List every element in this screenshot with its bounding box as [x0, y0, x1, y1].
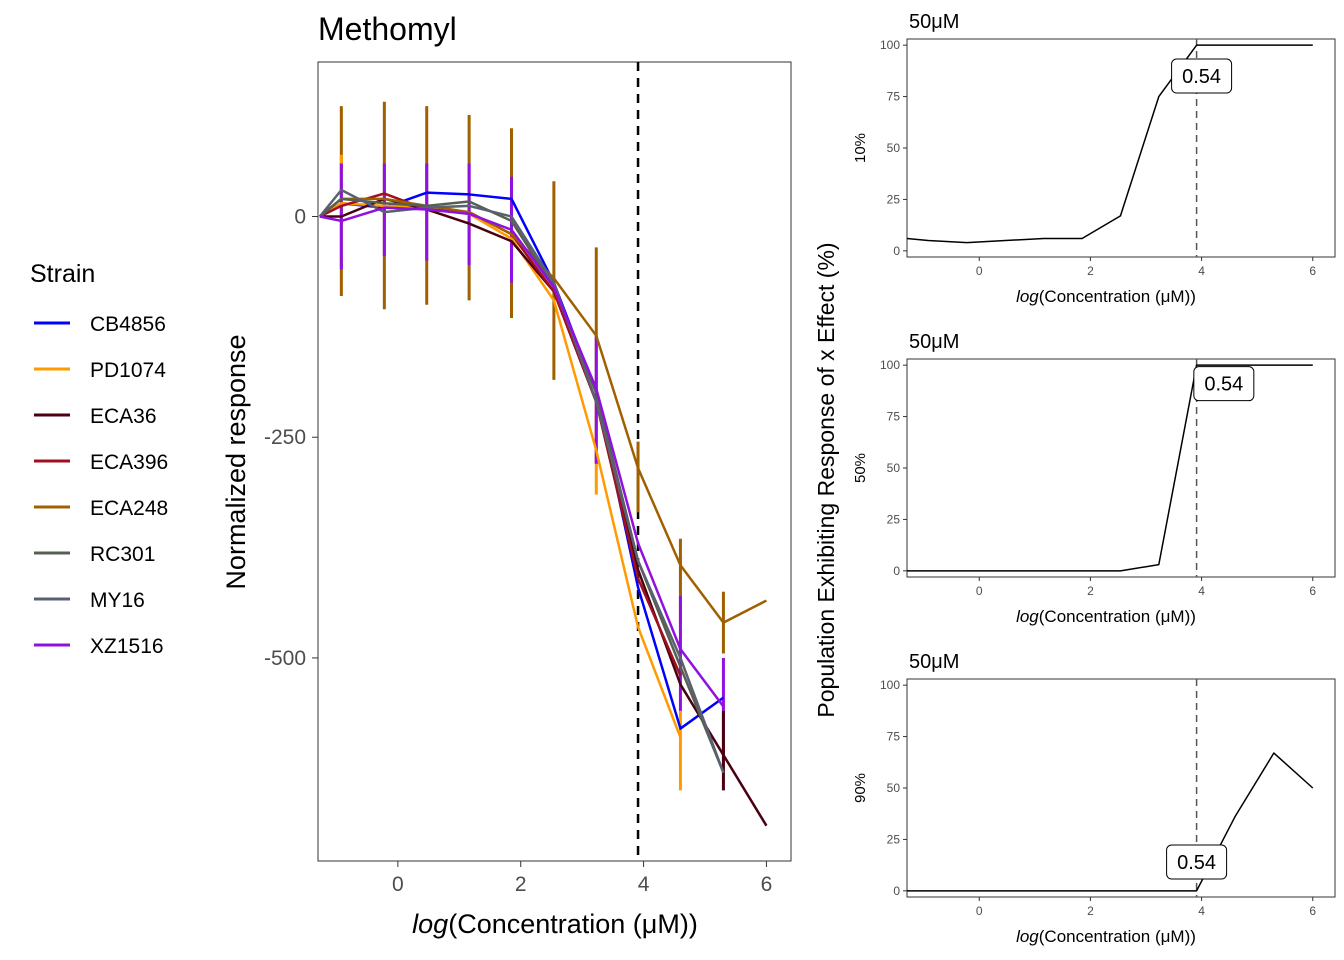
- legend-label-eca396: ECA396: [90, 451, 168, 474]
- panel-frame: [906, 678, 1336, 898]
- legend-label-rc301: RC301: [90, 543, 155, 566]
- main-y-axis-label: Normalized response: [221, 334, 251, 589]
- panel-title: 50μM: [909, 651, 959, 673]
- y-tick-label: 25: [887, 832, 901, 846]
- main-chart-title: Methomyl: [318, 11, 457, 47]
- x-tick-label: 2: [1087, 584, 1094, 598]
- response-line: [907, 364, 1313, 572]
- x-tick-label: 4: [1198, 264, 1205, 278]
- y-tick-label: 75: [887, 90, 901, 104]
- x-tick-label: 0: [392, 873, 404, 896]
- panel-frame: [906, 38, 1336, 258]
- panel-y-axis-label: 50%: [852, 453, 869, 483]
- legend-label-xz1516: XZ1516: [90, 635, 164, 658]
- x-tick-label: 0: [976, 904, 983, 918]
- x-tick-label: 0: [976, 264, 983, 278]
- series-line-my16: [318, 188, 725, 774]
- ec-label-text: 0.54: [1182, 66, 1221, 88]
- panel-title: 50μM: [909, 11, 959, 33]
- legend-entries: CB4856 PD1074 ECA36 ECA396 ECA248 RC301 MY16 XZ…: [34, 313, 168, 658]
- y-tick-label: 0: [893, 244, 900, 258]
- legend: Strain CB4856 PD1074 ECA36 ECA396 ECA248 RC30…: [30, 260, 168, 658]
- legend-label-pd1074: PD1074: [90, 359, 166, 382]
- panel-10-percent: 50μM 0 2 4 6 0 25 50 75 100 10% log(Concentration (…: [852, 11, 1336, 306]
- x-axis-label-text: (Concentration (μM)): [1039, 927, 1196, 946]
- panel-x-axis-label: log(Concentration (μM)): [1016, 287, 1196, 306]
- legend-label-eca36: ECA36: [90, 405, 157, 428]
- main-axis-ticks: 0 2 4 6 0 -250 -500: [264, 206, 772, 896]
- panel-y-axis-label: 10%: [852, 133, 869, 163]
- main-x-axis-label: log(Concentration (μM)): [412, 909, 698, 939]
- panel-x-axis-label: log(Concentration (μM)): [1016, 927, 1196, 946]
- x-axis-label-text: (Concentration (μM)): [448, 909, 698, 939]
- x-axis-label-text: (Concentration (μM)): [1039, 287, 1196, 306]
- x-axis-label-italic: log: [1016, 927, 1039, 946]
- x-axis-label-italic: log: [412, 909, 448, 939]
- ec-label-box: [1166, 844, 1228, 880]
- x-tick-label: 0: [976, 584, 983, 598]
- x-tick-label: 2: [1087, 264, 1094, 278]
- legend-title: Strain: [30, 260, 95, 288]
- y-tick-label: 100: [880, 38, 900, 52]
- y-tick-label: 50: [887, 461, 901, 475]
- legend-label-eca248: ECA248: [90, 497, 168, 520]
- y-tick-label: 100: [880, 358, 900, 372]
- x-tick-label: 2: [515, 873, 527, 896]
- ec-label-box: [1193, 366, 1255, 402]
- x-tick-label: 6: [761, 873, 773, 896]
- x-tick-label: 4: [1198, 584, 1205, 598]
- y-tick-label: 0: [893, 884, 900, 898]
- y-tick-label: 75: [887, 410, 901, 424]
- x-tick-label: 6: [1309, 904, 1316, 918]
- ec-label-text: 0.54: [1204, 374, 1243, 396]
- y-tick-label: 0: [294, 206, 306, 229]
- panel-x-axis-label: log(Concentration (μM)): [1016, 607, 1196, 626]
- series-line-xz1516: [319, 206, 725, 708]
- ec-label-box: [1171, 58, 1233, 94]
- series-line-pd1074: [319, 202, 682, 738]
- y-tick-label: 100: [880, 678, 900, 692]
- y-tick-label: 75: [887, 730, 901, 744]
- x-tick-label: 6: [1309, 584, 1316, 598]
- panel-50-percent: 50μM 0 2 4 6 0 25 50 75 100 50% log(Concentration (…: [852, 331, 1336, 626]
- response-line: [906, 44, 1313, 244]
- x-tick-label: 4: [638, 873, 650, 896]
- response-line: [907, 752, 1314, 892]
- panel-y-axis-label: 90%: [852, 773, 869, 803]
- x-tick-label: 6: [1309, 264, 1316, 278]
- main-chart: Methomyl 0 2 4 6 0 -250 -500 Normalized respon…: [221, 11, 792, 939]
- panel-frame: [906, 358, 1336, 578]
- x-tick-label: 4: [1198, 904, 1205, 918]
- x-axis-label-italic: log: [1016, 287, 1039, 306]
- x-axis-label-italic: log: [1016, 607, 1039, 626]
- y-tick-label: 50: [887, 141, 901, 155]
- x-tick-label: 2: [1087, 904, 1094, 918]
- y-tick-label: 25: [887, 512, 901, 526]
- y-tick-label: -250: [264, 426, 306, 449]
- series-lines: [318, 188, 768, 827]
- y-tick-label: 50: [887, 781, 901, 795]
- x-axis-label-text: (Concentration (μM)): [1039, 607, 1196, 626]
- y-tick-label: 0: [893, 564, 900, 578]
- shared-y-axis-label: Population Exhibiting Response of x Effe…: [813, 242, 839, 717]
- y-tick-label: 25: [887, 192, 901, 206]
- ec-label-text: 0.54: [1177, 852, 1216, 874]
- legend-label-my16: MY16: [90, 589, 145, 612]
- y-tick-label: -500: [264, 647, 306, 670]
- error-bars: [339, 101, 725, 791]
- panel-title: 50μM: [909, 331, 959, 353]
- legend-label-cb4856: CB4856: [90, 313, 166, 336]
- panel-90-percent: 50μM 0 2 4 6 0 25 50 75 100 90% log(Concentration (…: [852, 651, 1336, 946]
